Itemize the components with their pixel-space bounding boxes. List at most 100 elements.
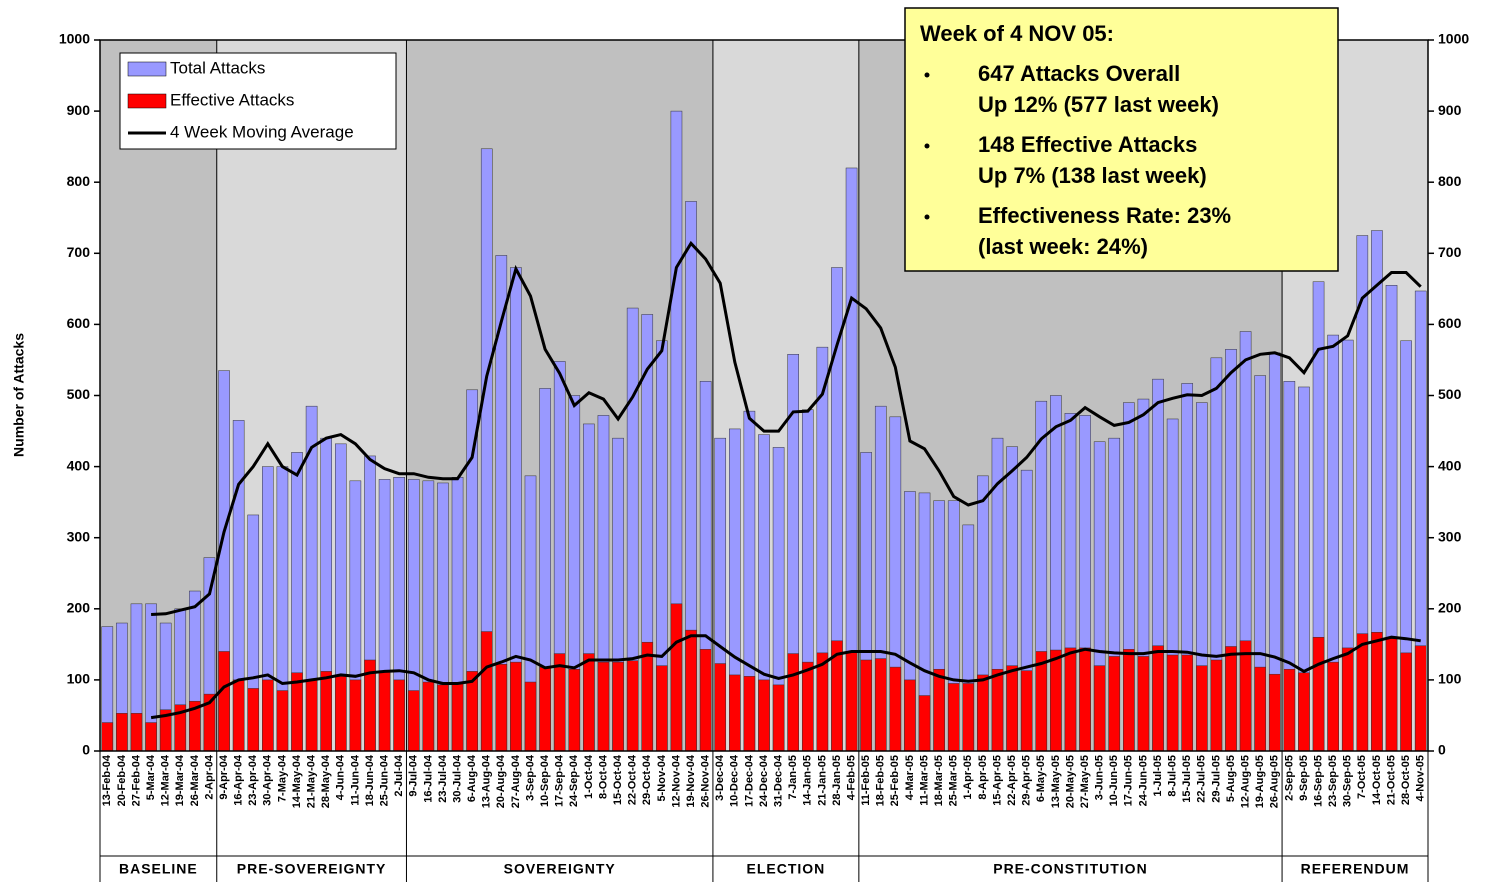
y2-tick-label: 400	[1438, 457, 1462, 473]
bar	[1123, 649, 1135, 752]
bar	[1064, 647, 1077, 752]
bar	[495, 664, 508, 752]
y2-tick-label: 900	[1438, 102, 1462, 118]
bar	[407, 690, 420, 752]
x-tick-label: 16-Jul-04	[422, 754, 434, 803]
x-tick-label: 26-Nov-04	[700, 754, 712, 807]
y2-tick-label: 1000	[1438, 31, 1469, 47]
bar	[1341, 647, 1354, 752]
x-tick-label: 10-Dec-04	[729, 754, 741, 807]
x-tick-label: 23-Sep-05	[1327, 755, 1339, 807]
x-tick-label: 2-Apr-04	[203, 754, 215, 800]
annotation-line: (last week: 24%)	[978, 234, 1148, 259]
y-tick-label: 900	[67, 102, 91, 118]
bar	[510, 661, 522, 752]
x-tick-label: 7-Jan-05	[787, 755, 799, 800]
y2-tick-label: 200	[1438, 600, 1462, 616]
x-tick-label: 11-Jun-04	[349, 754, 361, 806]
x-tick-label: 13-Feb-04	[101, 754, 113, 806]
bar	[422, 681, 435, 752]
x-tick-label: 15-Jul-05	[1181, 755, 1193, 803]
bar	[685, 629, 697, 752]
y2-tick-label: 700	[1438, 244, 1462, 260]
y2-tick-label: 800	[1438, 173, 1462, 189]
bar	[1093, 665, 1106, 752]
bar	[480, 631, 493, 752]
x-tick-label: 27-Aug-04	[510, 754, 522, 808]
legend-swatch	[127, 93, 167, 109]
bar	[801, 661, 814, 752]
bar	[1312, 636, 1325, 752]
x-tick-label: 6-Aug-04	[466, 754, 478, 802]
x-tick-label: 4-Nov-05	[1415, 755, 1427, 801]
y2-tick-label: 600	[1438, 315, 1462, 331]
x-tick-label: 20-Feb-04	[116, 754, 128, 806]
moving-average-line	[151, 240, 1422, 616]
bar	[787, 653, 799, 752]
bar	[320, 671, 332, 752]
y-axis-label: Number of Attacks	[11, 333, 27, 457]
bar	[641, 641, 654, 752]
legend-label: Total Attacks	[170, 58, 265, 77]
bar	[349, 679, 362, 752]
bar	[437, 684, 449, 752]
moving-average-line	[150, 634, 1421, 720]
bar	[1181, 654, 1194, 752]
bar	[699, 649, 712, 752]
bar	[1020, 670, 1033, 752]
annotation-line: Effectiveness Rate: 23%	[978, 203, 1231, 228]
x-tick-label: 8-Oct-04	[597, 754, 609, 799]
x-tick-label: 10-Jun-05	[1108, 755, 1120, 806]
x-tick-label: 20-Aug-04	[495, 754, 507, 808]
x-tick-label: 17-Dec-04	[743, 754, 755, 807]
bar	[1225, 646, 1237, 752]
bar	[1400, 652, 1412, 752]
y2-tick-label: 500	[1438, 386, 1462, 402]
bar	[933, 668, 945, 752]
x-tick-label: 12-Nov-04	[670, 754, 682, 807]
x-tick-label: 25-Mar-05	[948, 755, 960, 806]
x-tick-label: 9-Apr-04	[218, 754, 230, 800]
x-tick-label: 14-May-04	[291, 754, 303, 808]
bar	[378, 671, 391, 752]
y-tick-label: 0	[82, 742, 90, 758]
bar	[729, 674, 741, 752]
bar	[1254, 666, 1266, 752]
bar	[305, 679, 318, 752]
legend-label: Effective Attacks	[170, 90, 294, 109]
x-tick-label: 28-Jan-05	[831, 755, 843, 806]
bar	[977, 674, 989, 752]
x-tick-label: 1-Oct-04	[583, 754, 595, 799]
bar	[276, 690, 289, 752]
bar	[947, 683, 960, 752]
x-tick-label: 7-May-04	[276, 754, 288, 802]
annotation-line: 647 Attacks Overall	[978, 61, 1180, 86]
x-tick-label: 22-Apr-05	[1006, 755, 1018, 806]
bullet	[924, 143, 930, 149]
bar	[568, 668, 581, 752]
x-tick-label: 2-Sep-05	[1283, 755, 1295, 801]
x-tick-label: 30-Jul-04	[451, 754, 463, 803]
phase-label: REFERENDUM	[1301, 861, 1410, 877]
x-tick-label: 18-Feb-05	[875, 755, 887, 806]
x-tick-label: 9-Jul-04	[408, 754, 420, 796]
x-tick-label: 19-Aug-05	[1254, 755, 1266, 808]
bar	[451, 683, 464, 752]
x-tick-label: 12-Mar-04	[160, 754, 172, 806]
x-tick-label: 16-Sep-05	[1312, 755, 1324, 807]
bar	[626, 660, 639, 752]
x-tick-label: 29-Jul-05	[1210, 755, 1222, 803]
bar	[1371, 632, 1383, 752]
annotation-line: Up 7% (138 last week)	[978, 163, 1207, 188]
bar	[1108, 656, 1121, 752]
x-tick-label: 24-Sep-04	[568, 754, 580, 807]
x-tick-label: 21-Oct-05	[1385, 755, 1397, 805]
bar	[1210, 659, 1223, 752]
y-tick-label: 800	[67, 173, 91, 189]
x-tick-label: 27-May-05	[1079, 755, 1091, 808]
x-tick-label: 2-Jul-04	[393, 754, 405, 796]
annotation-line: Up 12% (577 last week)	[978, 92, 1219, 117]
x-tick-label: 19-Mar-04	[174, 754, 186, 806]
annotation-line: 148 Effective Attacks	[978, 132, 1197, 157]
y-tick-label: 100	[67, 671, 91, 687]
